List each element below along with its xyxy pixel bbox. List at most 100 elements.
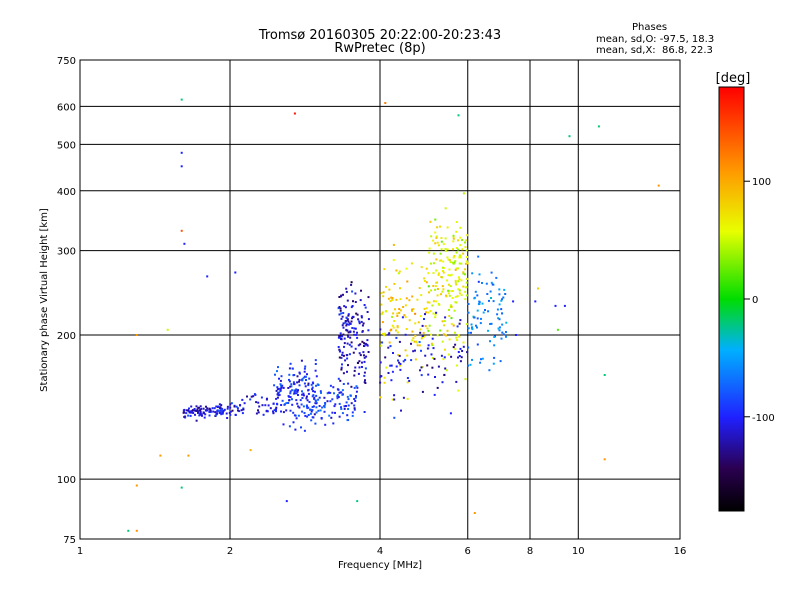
data-point (329, 400, 332, 403)
data-point (288, 367, 291, 370)
data-point (490, 271, 493, 274)
x-tick-label: 1 (77, 546, 83, 557)
data-point (458, 278, 461, 281)
data-point (339, 391, 342, 394)
data-point (277, 366, 279, 369)
data-point (367, 329, 370, 332)
data-point (356, 500, 359, 503)
data-point (467, 364, 470, 367)
data-point (455, 364, 458, 367)
data-point (459, 226, 462, 229)
data-point (388, 288, 391, 291)
data-point (338, 402, 341, 405)
data-point (318, 405, 321, 407)
data-point (345, 328, 348, 331)
data-point (454, 348, 457, 350)
y-tick-label: 200 (57, 331, 76, 342)
data-point (435, 269, 438, 272)
data-point (276, 370, 278, 373)
data-point (285, 500, 288, 503)
data-point (275, 389, 278, 392)
data-point (420, 294, 423, 297)
data-point (347, 364, 349, 367)
data-point (246, 395, 248, 398)
data-point (442, 260, 445, 263)
data-point (267, 404, 270, 407)
data-point (343, 342, 346, 345)
data-point (338, 296, 341, 298)
data-point (343, 407, 346, 410)
data-point (323, 406, 326, 409)
data-point (446, 256, 449, 259)
data-point (301, 390, 303, 393)
data-point (346, 354, 349, 357)
data-point (454, 331, 456, 334)
data-point (416, 344, 419, 347)
data-point (180, 165, 183, 168)
data-point (215, 412, 218, 415)
data-point (400, 409, 402, 412)
data-point (424, 325, 427, 328)
data-point (294, 389, 297, 392)
data-point (305, 404, 308, 407)
data-point (249, 449, 252, 452)
data-point (355, 395, 357, 398)
data-point (493, 344, 496, 347)
data-point (353, 398, 356, 400)
data-point (337, 388, 340, 391)
data-point (441, 290, 444, 293)
data-point (280, 410, 282, 413)
data-point (505, 335, 507, 338)
data-point (391, 297, 394, 299)
data-point (307, 382, 310, 385)
data-point (347, 398, 350, 401)
data-point (455, 230, 458, 233)
data-point (342, 383, 345, 385)
data-point (445, 334, 448, 337)
data-point (421, 335, 424, 337)
data-point (462, 252, 465, 255)
data-point (288, 378, 290, 381)
data-point (215, 405, 218, 408)
data-point (390, 328, 393, 331)
data-point (272, 412, 275, 415)
data-point (435, 311, 438, 314)
data-point (282, 386, 285, 389)
data-point (341, 335, 344, 338)
data-point (460, 262, 463, 265)
data-point (448, 315, 451, 317)
data-point (346, 319, 349, 322)
data-point (358, 352, 361, 355)
data-point (442, 333, 445, 336)
data-point (363, 371, 366, 374)
data-point (324, 402, 327, 404)
data-point (443, 348, 446, 351)
data-point (442, 271, 445, 274)
data-point (597, 125, 600, 128)
data-point (196, 409, 199, 412)
data-point (329, 384, 332, 387)
data-point (482, 311, 485, 314)
data-point (391, 315, 393, 318)
data-point (258, 405, 261, 408)
data-point (298, 384, 301, 387)
data-point (187, 414, 190, 417)
data-point (399, 364, 401, 367)
data-point (332, 422, 335, 425)
data-point (361, 330, 364, 333)
data-point (467, 303, 470, 305)
data-point (449, 261, 452, 264)
data-point (455, 283, 458, 286)
data-point (488, 299, 490, 302)
data-point (341, 393, 344, 396)
data-point (444, 316, 447, 319)
data-point (347, 314, 350, 317)
data-point (465, 294, 468, 297)
data-point (443, 356, 446, 359)
data-point (454, 295, 457, 298)
data-point (220, 413, 223, 416)
data-point (466, 278, 469, 280)
data-point (345, 324, 348, 327)
data-point (385, 285, 387, 288)
